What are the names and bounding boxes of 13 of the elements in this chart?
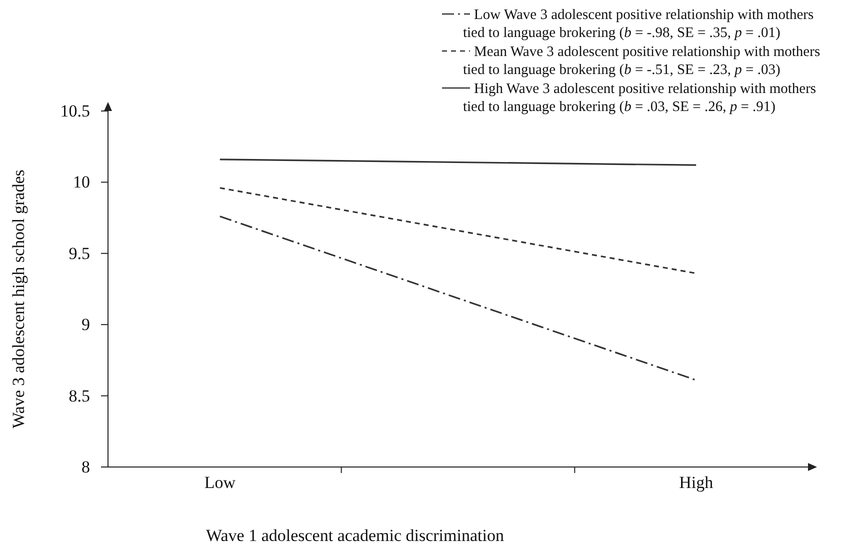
y-tick-label: 9 [82,315,90,334]
y-tick-label: 10 [73,172,90,192]
legend-label: Mean Wave 3 adolescent positive relationship with mothers tied to language brokering (b = -.51, SE = .23, p = .03) [463,44,820,78]
y-tick-label: 8 [82,457,90,476]
y-axis-title: Wave 3 adolescent high school grades [9,170,28,428]
y-tick-label: 10.5 [60,101,90,120]
x-tick-label: Low [204,473,236,492]
legend-label: High Wave 3 adolescent positive relationship with mothers tied to language brokering (b = .03, SE = .26, p = .91) [463,81,816,115]
y-tick-label: 8.5 [68,386,90,406]
x-axis-title: Wave 1 adolescent academic discrimination [206,526,504,545]
y-tick-label: 9.5 [68,244,90,263]
x-tick-label: High [679,473,714,492]
legend-label: Low Wave 3 adolescent positive relationship with mothers tied to language brokering (b = -.98, SE = .35, p = .01) [463,7,814,41]
